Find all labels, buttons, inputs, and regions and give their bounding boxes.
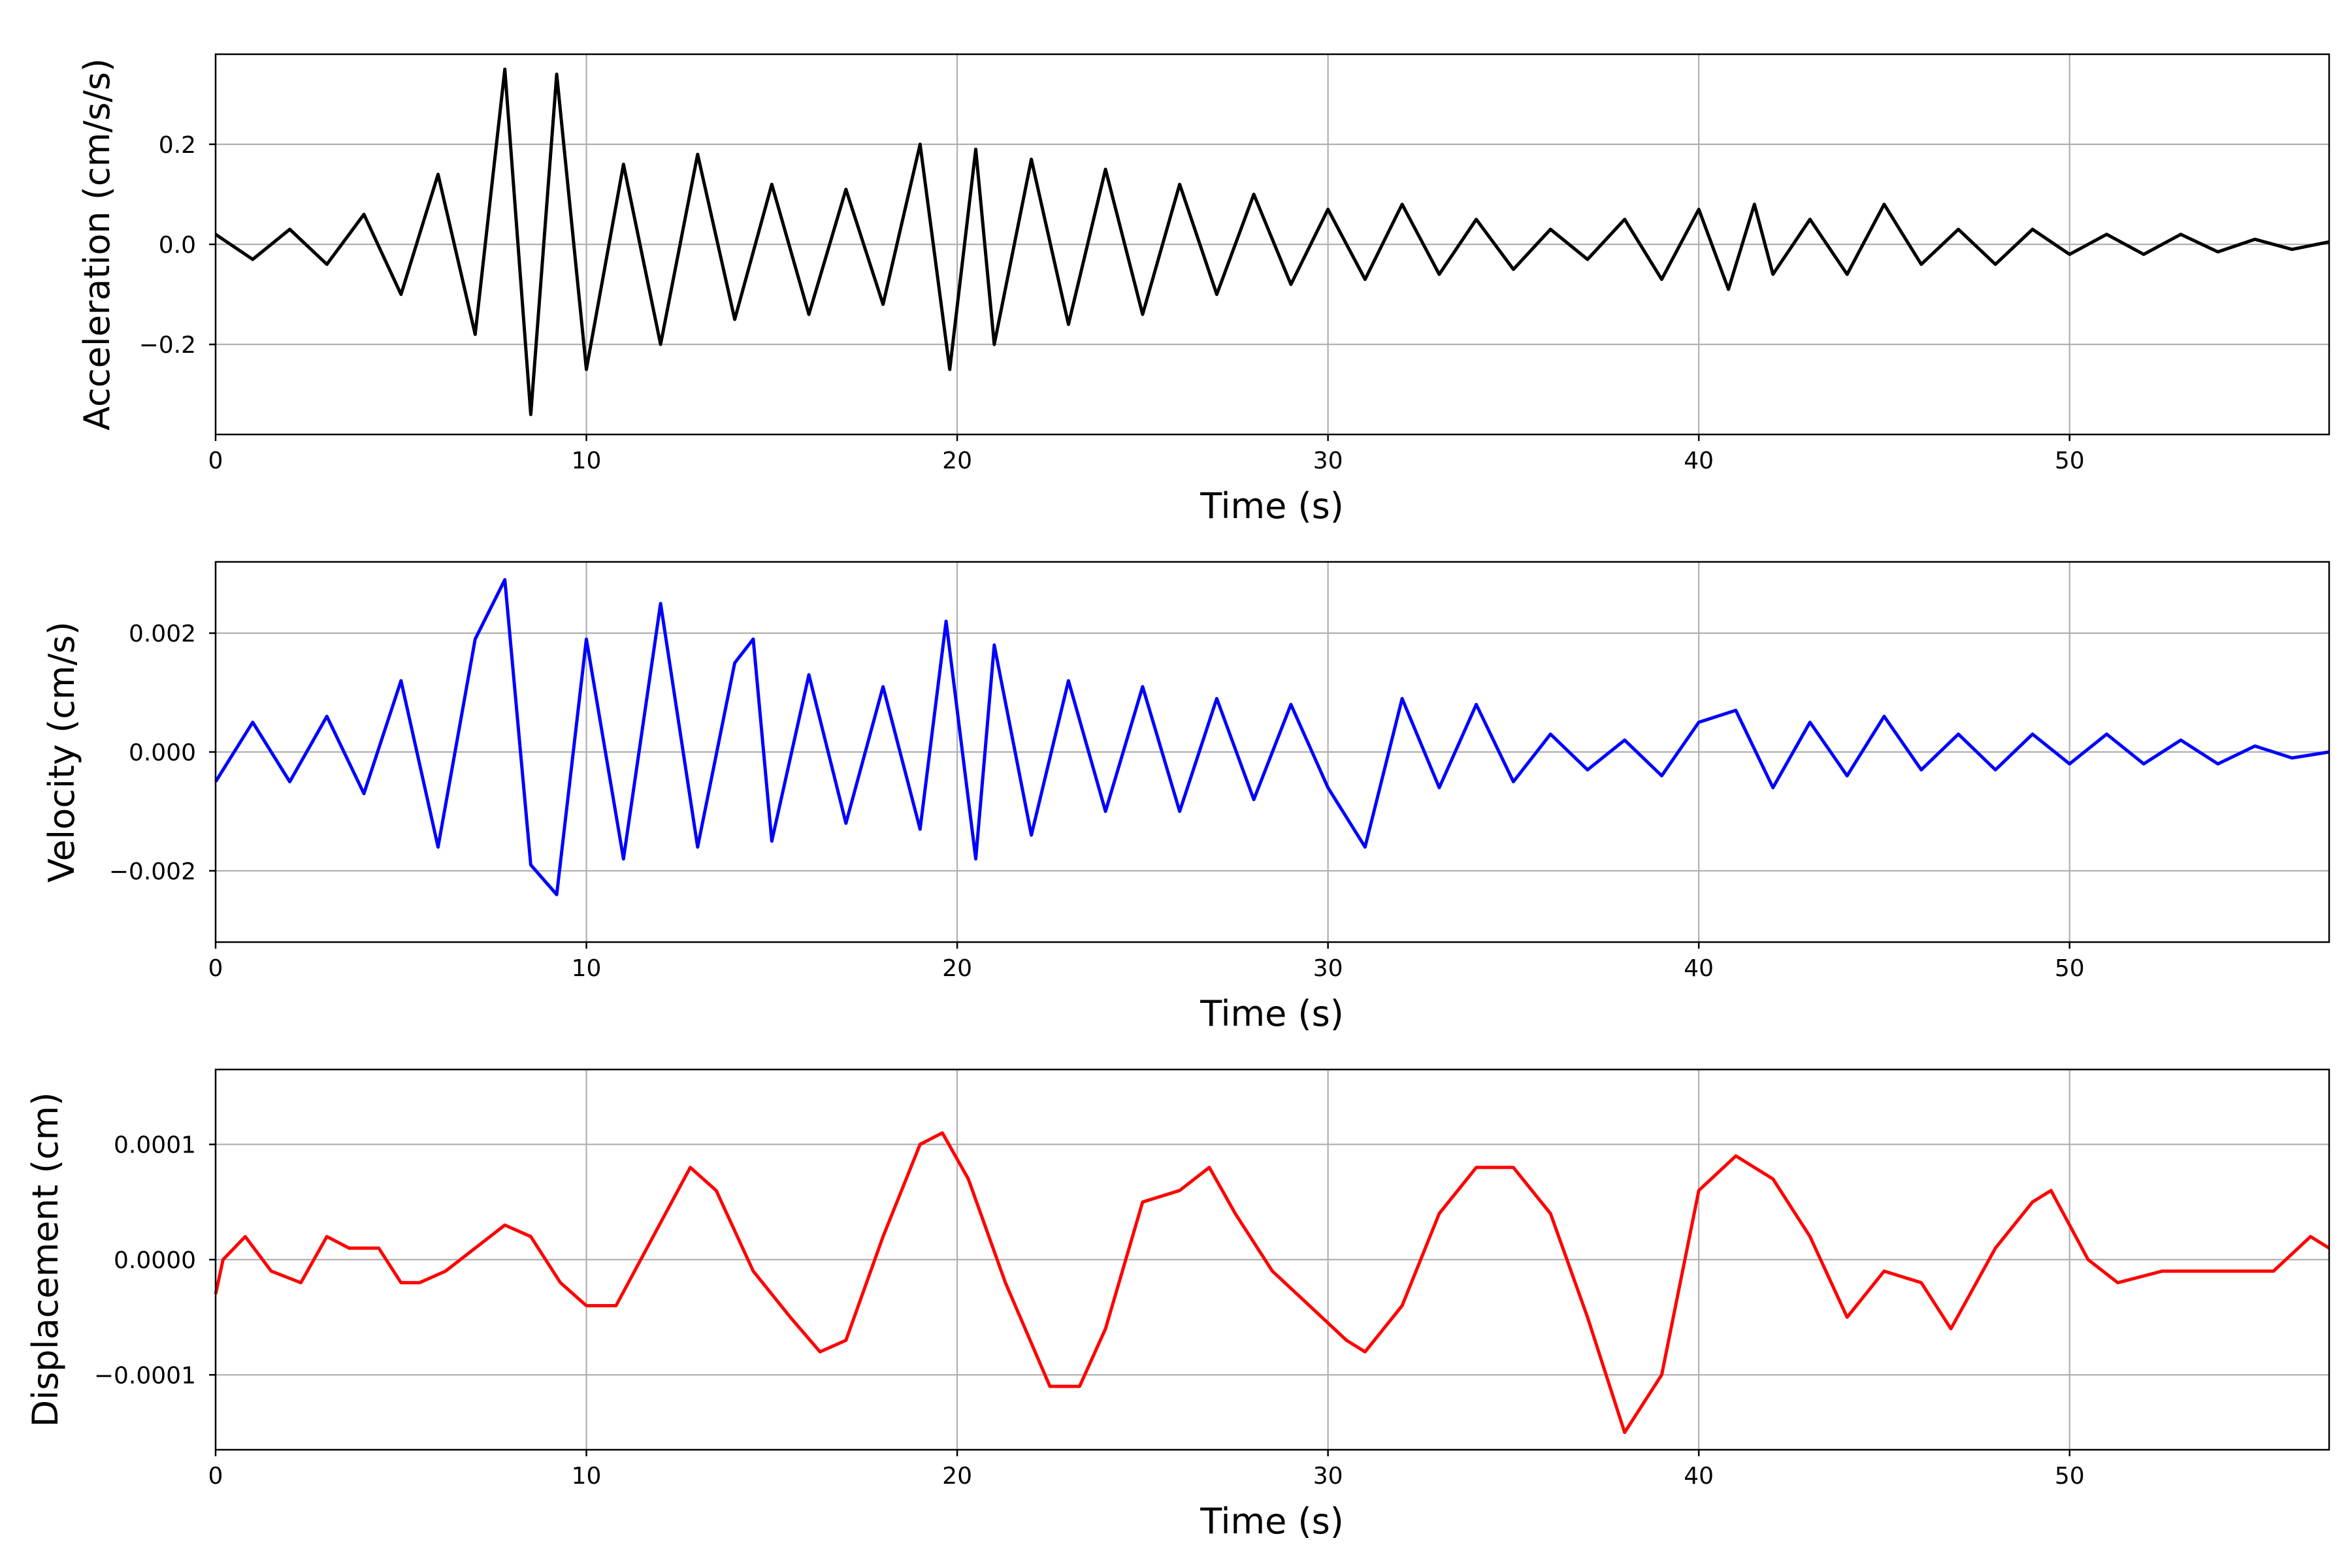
displacement-xtick-label: 0 bbox=[208, 1463, 223, 1490]
velocity-xtick-label: 50 bbox=[2055, 955, 2085, 982]
velocity-ytick-label: −0.002 bbox=[109, 858, 196, 885]
displacement-ylabel: Displacement (cm) bbox=[25, 1092, 66, 1428]
velocity-xtick-label: 0 bbox=[208, 955, 223, 982]
displacement-xtick-label: 10 bbox=[572, 1463, 602, 1490]
acceleration-ytick-label: 0.0 bbox=[159, 232, 196, 259]
acceleration-xtick-label: 10 bbox=[572, 448, 602, 474]
acceleration-xtick-label: 30 bbox=[1313, 448, 1343, 474]
displacement-ytick-label: −0.0001 bbox=[94, 1362, 196, 1389]
acceleration-axes-frame bbox=[214, 53, 2330, 436]
displacement-ytick-label: 0.0001 bbox=[114, 1132, 196, 1159]
acceleration-ytick-label: −0.2 bbox=[139, 332, 196, 359]
velocity-xtick-label: 30 bbox=[1313, 955, 1343, 982]
acceleration-panel: Time (s) Acceleration (cm/s/s) 0 10 20 30 40… bbox=[76, 53, 2330, 527]
acceleration-xtick-label: 20 bbox=[942, 448, 972, 474]
velocity-xtick-label: 20 bbox=[942, 955, 972, 982]
acceleration-series-line bbox=[214, 67, 2330, 416]
acceleration-xtick-label: 40 bbox=[1684, 448, 1714, 474]
displacement-xtick-label: 20 bbox=[942, 1463, 972, 1490]
displacement-series-line bbox=[214, 1131, 2330, 1434]
velocity-series-line bbox=[214, 578, 2330, 896]
velocity-ytick-label: 0.002 bbox=[129, 621, 196, 647]
displacement-xlabel: Time (s) bbox=[1200, 1501, 1344, 1542]
acceleration-ylabel: Acceleration (cm/s/s) bbox=[76, 58, 118, 431]
acceleration-ytick-label: 0.2 bbox=[159, 132, 196, 159]
displacement-panel: Time (s) Displacement (cm) 0 10 20 30 40 50 −0… bbox=[25, 1068, 2330, 1542]
velocity-xlabel: Time (s) bbox=[1200, 993, 1344, 1034]
displacement-ytick-label: 0.0000 bbox=[114, 1247, 196, 1274]
velocity-axes-frame bbox=[214, 561, 2330, 943]
acceleration-grid bbox=[214, 54, 2329, 434]
velocity-panel: Time (s) Velocity (cm/s) 0 10 20 30 40 50 −0.0… bbox=[41, 561, 2330, 1034]
acceleration-xtick-label: 0 bbox=[208, 448, 223, 474]
velocity-xtick-label: 40 bbox=[1684, 955, 1714, 982]
displacement-xtick-label: 40 bbox=[1684, 1463, 1714, 1490]
acceleration-xtick-label: 50 bbox=[2055, 448, 2085, 474]
velocity-ytick-label: 0.000 bbox=[129, 740, 196, 766]
velocity-xtick-label: 10 bbox=[572, 955, 602, 982]
acceleration-xlabel: Time (s) bbox=[1200, 485, 1344, 527]
displacement-xtick-label: 50 bbox=[2055, 1463, 2085, 1490]
velocity-ylabel: Velocity (cm/s) bbox=[41, 621, 82, 883]
displacement-xtick-label: 30 bbox=[1313, 1463, 1343, 1490]
displacement-axes-frame bbox=[214, 1068, 2330, 1451]
